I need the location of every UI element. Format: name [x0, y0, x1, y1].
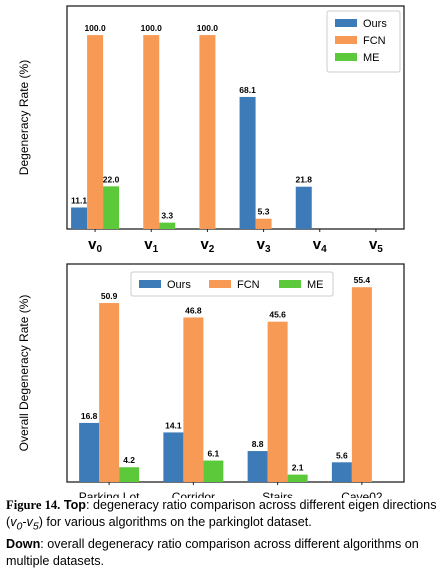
caption-range-start: v0	[10, 515, 22, 529]
bar-fcn-2	[199, 35, 215, 229]
data-label: 100.0	[141, 23, 163, 33]
x-tick-label: v4	[313, 236, 327, 255]
bar-fcn-0	[87, 35, 103, 229]
legend-swatch-me	[335, 53, 357, 61]
legend-swatch-me	[279, 280, 301, 288]
bar-fcn-1	[143, 35, 159, 229]
data-label: 55.4	[354, 275, 371, 285]
legend-box	[131, 272, 333, 296]
caption-top-label: Top	[64, 498, 86, 512]
bar-ours-4	[296, 187, 312, 229]
caption-range-end: v5	[27, 515, 39, 529]
bar-fcn-0	[99, 303, 119, 482]
bar-ours-3	[332, 462, 352, 482]
data-label: 21.8	[295, 175, 312, 185]
top-bar-chart: Degeneracy Rate (%) 11.1 68.1 21.8 100.0 100.…	[0, 0, 442, 258]
data-label: 14.1	[165, 420, 182, 430]
x-tick-label: v5	[369, 236, 383, 255]
bar-me-0	[119, 467, 139, 482]
caption-top-text-b: ) for various algorithms on the parkingl…	[39, 515, 312, 529]
legend-swatch-fcn	[335, 36, 357, 44]
data-label: 46.8	[185, 305, 202, 315]
x-tick-label: v0	[88, 236, 102, 255]
caption-down-text: : overall degeneracy ratio comparison ac…	[6, 537, 419, 568]
legend-label-me: ME	[363, 52, 380, 64]
data-label: 2.1	[292, 463, 304, 473]
legend-label-fcn: FCN	[363, 35, 386, 47]
legend-label-ours: Ours	[167, 279, 191, 291]
legend-swatch-ours	[139, 280, 161, 288]
data-label: 8.8	[252, 439, 264, 449]
data-label: 6.1	[207, 449, 219, 459]
bar-ours-0	[71, 207, 87, 229]
data-label: 45.6	[269, 310, 286, 320]
bar-fcn-3	[256, 219, 272, 229]
legend-swatch-fcn	[209, 280, 231, 288]
bar-ours-3	[240, 97, 256, 229]
bar-ours-0	[79, 423, 99, 482]
figure-label: Figure 14.	[6, 498, 60, 512]
x-tick-label: v3	[257, 236, 271, 255]
data-label: 50.9	[101, 291, 118, 301]
bar-fcn-1	[183, 317, 203, 482]
bar-me-1	[203, 461, 223, 482]
data-label: 68.1	[239, 85, 256, 95]
figure-caption: Figure 14. Top: degeneracy ratio compari…	[6, 497, 438, 570]
bar-me-0	[103, 186, 119, 229]
data-label: 3.3	[161, 211, 173, 221]
data-label: 4.2	[123, 455, 135, 465]
caption-down-label: Down	[6, 537, 40, 551]
bottom-bar-chart: Overall Degeneracy Rate (%) 16.8 14.1 8.8 5.…	[0, 258, 442, 498]
bar-fcn-2	[268, 322, 288, 482]
data-label: 16.8	[81, 411, 98, 421]
bar-fcn-3	[352, 287, 372, 482]
bar-ours-1	[163, 432, 183, 482]
bar-me-2	[288, 475, 308, 482]
data-label: 100.0	[197, 23, 219, 33]
y-axis-label: Overall Degeneracy Rate (%)	[17, 295, 31, 452]
bar-me-1	[159, 223, 175, 229]
data-label: 5.3	[258, 207, 270, 217]
legend-label-ours: Ours	[363, 18, 387, 30]
data-label: 5.6	[336, 450, 348, 460]
data-label: 11.1	[71, 195, 87, 205]
y-axis-label: Degeneracy Rate (%)	[17, 60, 31, 175]
legend-label-fcn: FCN	[237, 279, 260, 291]
data-label: 100.0	[84, 23, 106, 33]
legend-swatch-ours	[335, 19, 357, 27]
x-tick-label: v2	[200, 236, 214, 255]
bar-ours-2	[248, 451, 268, 482]
x-tick-label: v1	[144, 236, 158, 255]
legend-label-me: ME	[307, 279, 324, 291]
data-label: 22.0	[103, 174, 120, 184]
